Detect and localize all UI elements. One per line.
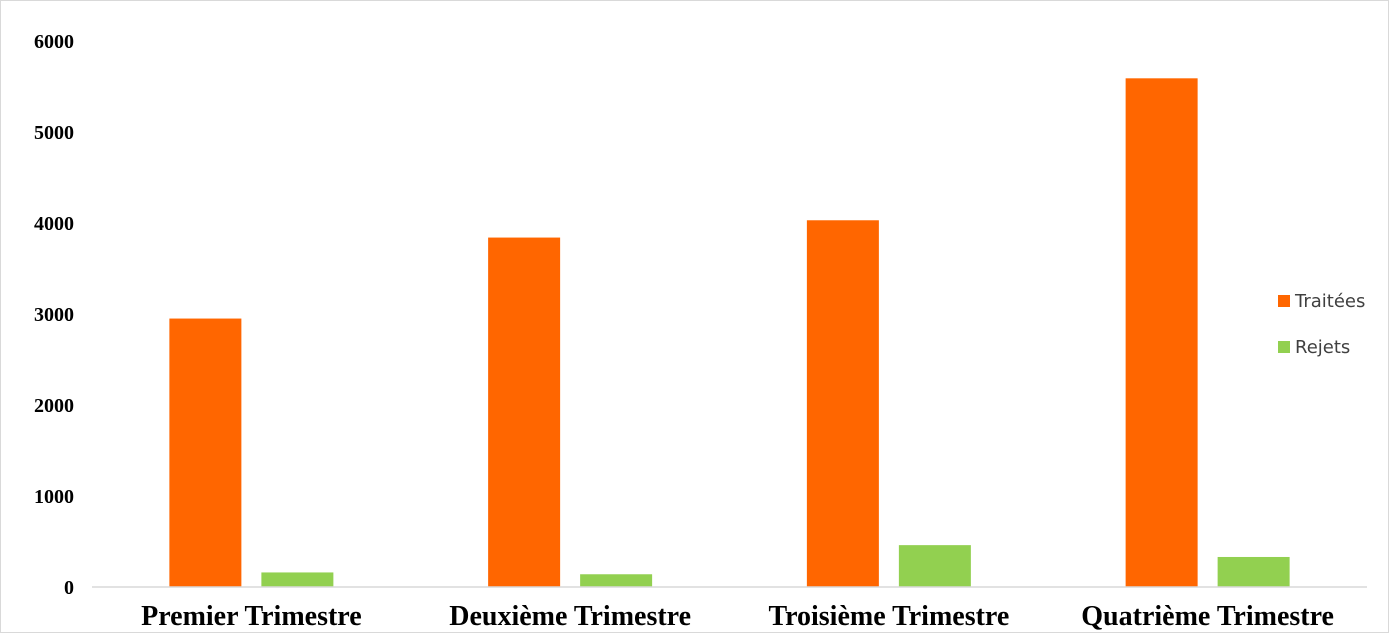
y-tick-label: 6000: [34, 31, 74, 53]
y-tick-label: 4000: [34, 213, 74, 235]
legend-swatch-traitees: [1278, 295, 1290, 307]
legend-label-traitees: Traitées: [1294, 291, 1365, 312]
x-tick-label: Troisième Trimestre: [768, 601, 1009, 632]
y-tick-label: 0: [64, 577, 74, 599]
y-tick-label: 3000: [34, 304, 74, 326]
bar-traitees-3: [806, 220, 879, 587]
bar-rejets-1: [261, 572, 334, 587]
y-tick-label: 5000: [34, 122, 74, 144]
x-tick-label: Premier Trimestre: [141, 601, 362, 632]
y-axis: 0 1000 2000 3000 4000 5000 6000: [34, 31, 74, 599]
bar-traitees-2: [488, 237, 561, 587]
x-tick-label: Quatrième Trimestre: [1081, 601, 1334, 632]
legend: Traitées Rejets: [1278, 291, 1365, 358]
bar-rejets-3: [898, 545, 971, 587]
y-tick-label: 1000: [34, 486, 74, 508]
bar-traitees-1: [169, 318, 242, 587]
bar-rejets-2: [580, 574, 653, 587]
x-tick-label: Deuxième Trimestre: [449, 601, 691, 632]
legend-swatch-rejets: [1278, 341, 1290, 353]
y-tick-label: 2000: [34, 395, 74, 417]
bars: [169, 78, 1290, 587]
bar-rejets-4: [1217, 556, 1290, 587]
bar-traitees-4: [1125, 78, 1198, 587]
legend-label-rejets: Rejets: [1295, 337, 1350, 358]
x-axis: Premier Trimestre Deuxième Trimestre Trois…: [141, 601, 1334, 632]
